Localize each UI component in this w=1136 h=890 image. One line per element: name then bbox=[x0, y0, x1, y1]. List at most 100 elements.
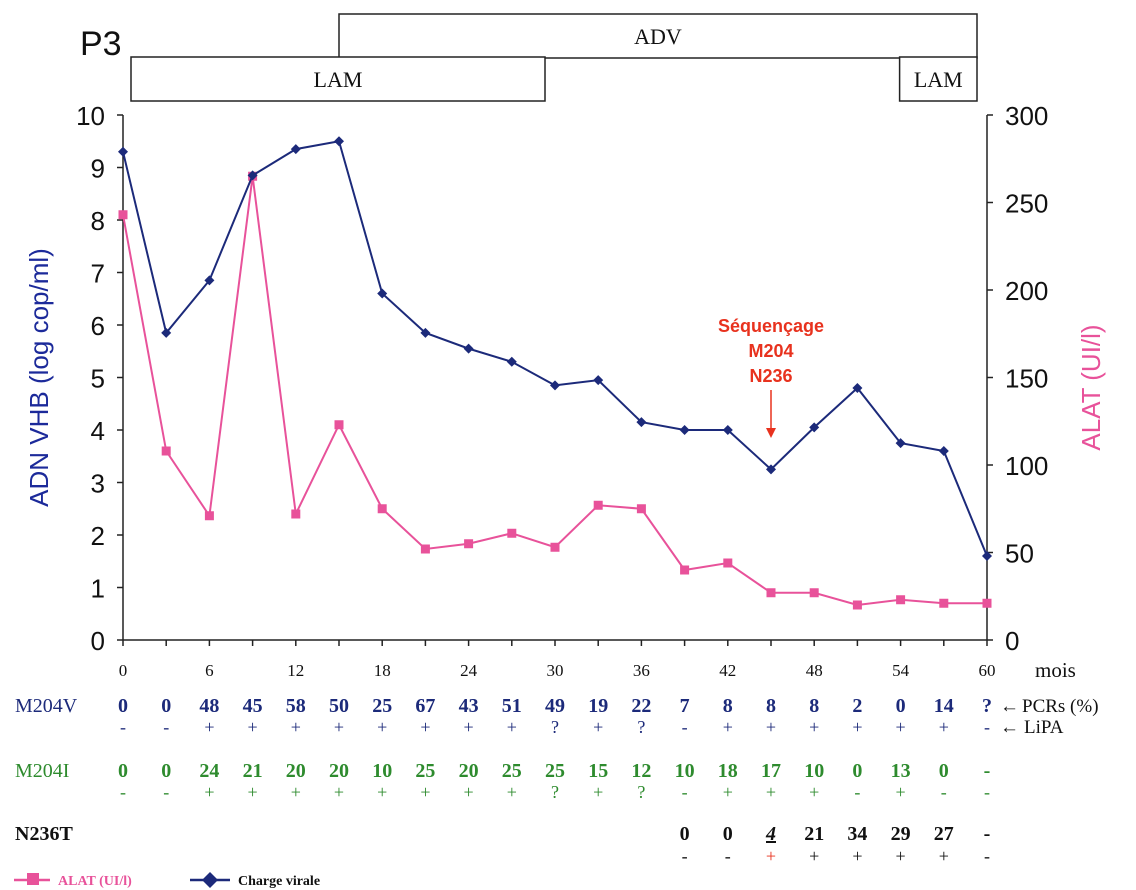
charge-virale-point bbox=[722, 425, 733, 435]
y-axis-label-left: ADN VHB (log cop/ml) bbox=[24, 248, 54, 507]
annotation-line: Séquençage bbox=[718, 316, 824, 336]
table-value: 20 bbox=[329, 760, 349, 782]
charge-virale-point bbox=[506, 356, 517, 367]
table-note-lipa: LiPA bbox=[1024, 717, 1064, 738]
table-value: 22 bbox=[631, 695, 651, 717]
table-sign: - bbox=[163, 717, 169, 737]
x-tick-label: 0 bbox=[119, 661, 128, 680]
table-value: 21 bbox=[243, 760, 263, 782]
legend-label-charge-virale: Charge virale bbox=[238, 874, 320, 889]
charge-virale-point bbox=[161, 327, 172, 338]
table-value: 43 bbox=[459, 695, 479, 717]
alat-point bbox=[896, 595, 906, 605]
table-sign: + bbox=[334, 717, 344, 737]
table-value: - bbox=[984, 823, 991, 845]
table-value: 8 bbox=[723, 695, 733, 717]
x-tick-label: 30 bbox=[547, 661, 564, 680]
table-sign: + bbox=[939, 846, 949, 866]
table-value: 0 bbox=[852, 760, 862, 782]
table-sign: + bbox=[593, 717, 603, 737]
table-sign: + bbox=[464, 717, 474, 737]
table-value: 0 bbox=[161, 760, 171, 782]
alat-point bbox=[939, 598, 949, 608]
table-value: 13 bbox=[891, 760, 911, 782]
table-value: 67 bbox=[415, 695, 435, 717]
chart-title: P3 bbox=[80, 25, 122, 63]
table-sign: - bbox=[941, 782, 947, 802]
y-tick-label-right: 150 bbox=[1005, 364, 1048, 394]
table-value: 49 bbox=[545, 695, 565, 717]
charge-virale-point bbox=[420, 327, 431, 338]
annotation-line: M204 bbox=[748, 341, 793, 361]
table-sign: + bbox=[896, 782, 906, 802]
charge-virale-point bbox=[679, 425, 690, 435]
table-note-arrow: ← bbox=[1000, 717, 1019, 738]
table-value: 8 bbox=[809, 695, 819, 717]
table-sign: ? bbox=[551, 782, 559, 802]
series-line-charge-virale bbox=[122, 140, 988, 557]
charge-virale-point bbox=[852, 383, 863, 393]
table-sign: - bbox=[682, 846, 688, 866]
legend-marker-alat bbox=[27, 873, 39, 885]
table-value: 19 bbox=[588, 695, 608, 717]
y-tick-label-right: 200 bbox=[1005, 276, 1048, 306]
alat-point bbox=[507, 528, 517, 538]
table-sign: + bbox=[723, 782, 733, 802]
table-value: 0 bbox=[939, 760, 949, 782]
alat-point bbox=[377, 504, 387, 514]
y-tick-label-right: 250 bbox=[1005, 189, 1048, 219]
x-tick-label: 12 bbox=[287, 661, 304, 680]
table-sign: + bbox=[291, 782, 301, 802]
table-value: 34 bbox=[847, 823, 867, 845]
table-value: 21 bbox=[804, 823, 824, 845]
table-sign: + bbox=[896, 717, 906, 737]
charge-virale-point bbox=[895, 438, 906, 449]
table-sign: + bbox=[896, 846, 906, 866]
x-tick-label: 60 bbox=[979, 661, 996, 680]
table-sign: + bbox=[420, 717, 430, 737]
table-sign: + bbox=[852, 846, 862, 866]
x-tick-label: 42 bbox=[719, 661, 736, 680]
table-sign: + bbox=[248, 717, 258, 737]
table-sign: + bbox=[809, 846, 819, 866]
table-value: 10 bbox=[675, 760, 695, 782]
alat-point bbox=[420, 544, 430, 554]
table-value: 14 bbox=[934, 695, 954, 717]
table-sign: + bbox=[334, 782, 344, 802]
table-sign: + bbox=[377, 717, 387, 737]
charge-virale-point bbox=[463, 343, 474, 354]
alat-point bbox=[334, 420, 344, 430]
table-sign: ? bbox=[637, 782, 645, 802]
table-value: 0 bbox=[118, 695, 128, 717]
table-sign: + bbox=[507, 717, 517, 737]
alat-point bbox=[982, 598, 992, 608]
table-value: 51 bbox=[502, 695, 522, 717]
table-value: 0 bbox=[896, 695, 906, 717]
table-value: 0 bbox=[161, 695, 171, 717]
charge-virale-point bbox=[247, 170, 258, 181]
charge-virale-point bbox=[766, 464, 776, 475]
y-tick-label-left: 10 bbox=[76, 101, 105, 131]
table-value: 0 bbox=[723, 823, 733, 845]
table-value: 25 bbox=[502, 760, 522, 782]
y-tick-label-left: 1 bbox=[91, 574, 105, 604]
x-tick-label: 24 bbox=[460, 661, 478, 680]
table-sign: + bbox=[939, 717, 949, 737]
charge-virale-point bbox=[377, 288, 388, 299]
charge-virale-point bbox=[118, 146, 128, 157]
table-sign: - bbox=[120, 717, 126, 737]
table-value: 29 bbox=[891, 823, 911, 845]
y-tick-label-right: 300 bbox=[1005, 101, 1048, 131]
y-tick-label-left: 8 bbox=[91, 206, 105, 236]
y-tick-label-left: 2 bbox=[91, 521, 105, 551]
table-sign: - bbox=[120, 782, 126, 802]
alat-point bbox=[464, 539, 474, 549]
y-axis-label-right: ALAT (UI/l) bbox=[1076, 324, 1106, 450]
legend-label-alat: ALAT (UI/l) bbox=[58, 874, 132, 889]
alat-point bbox=[723, 558, 733, 568]
y-tick-label-left: 7 bbox=[91, 259, 105, 289]
table-sign: ? bbox=[551, 717, 559, 737]
table-value: 45 bbox=[243, 695, 263, 717]
table-value: 17 bbox=[761, 760, 781, 782]
